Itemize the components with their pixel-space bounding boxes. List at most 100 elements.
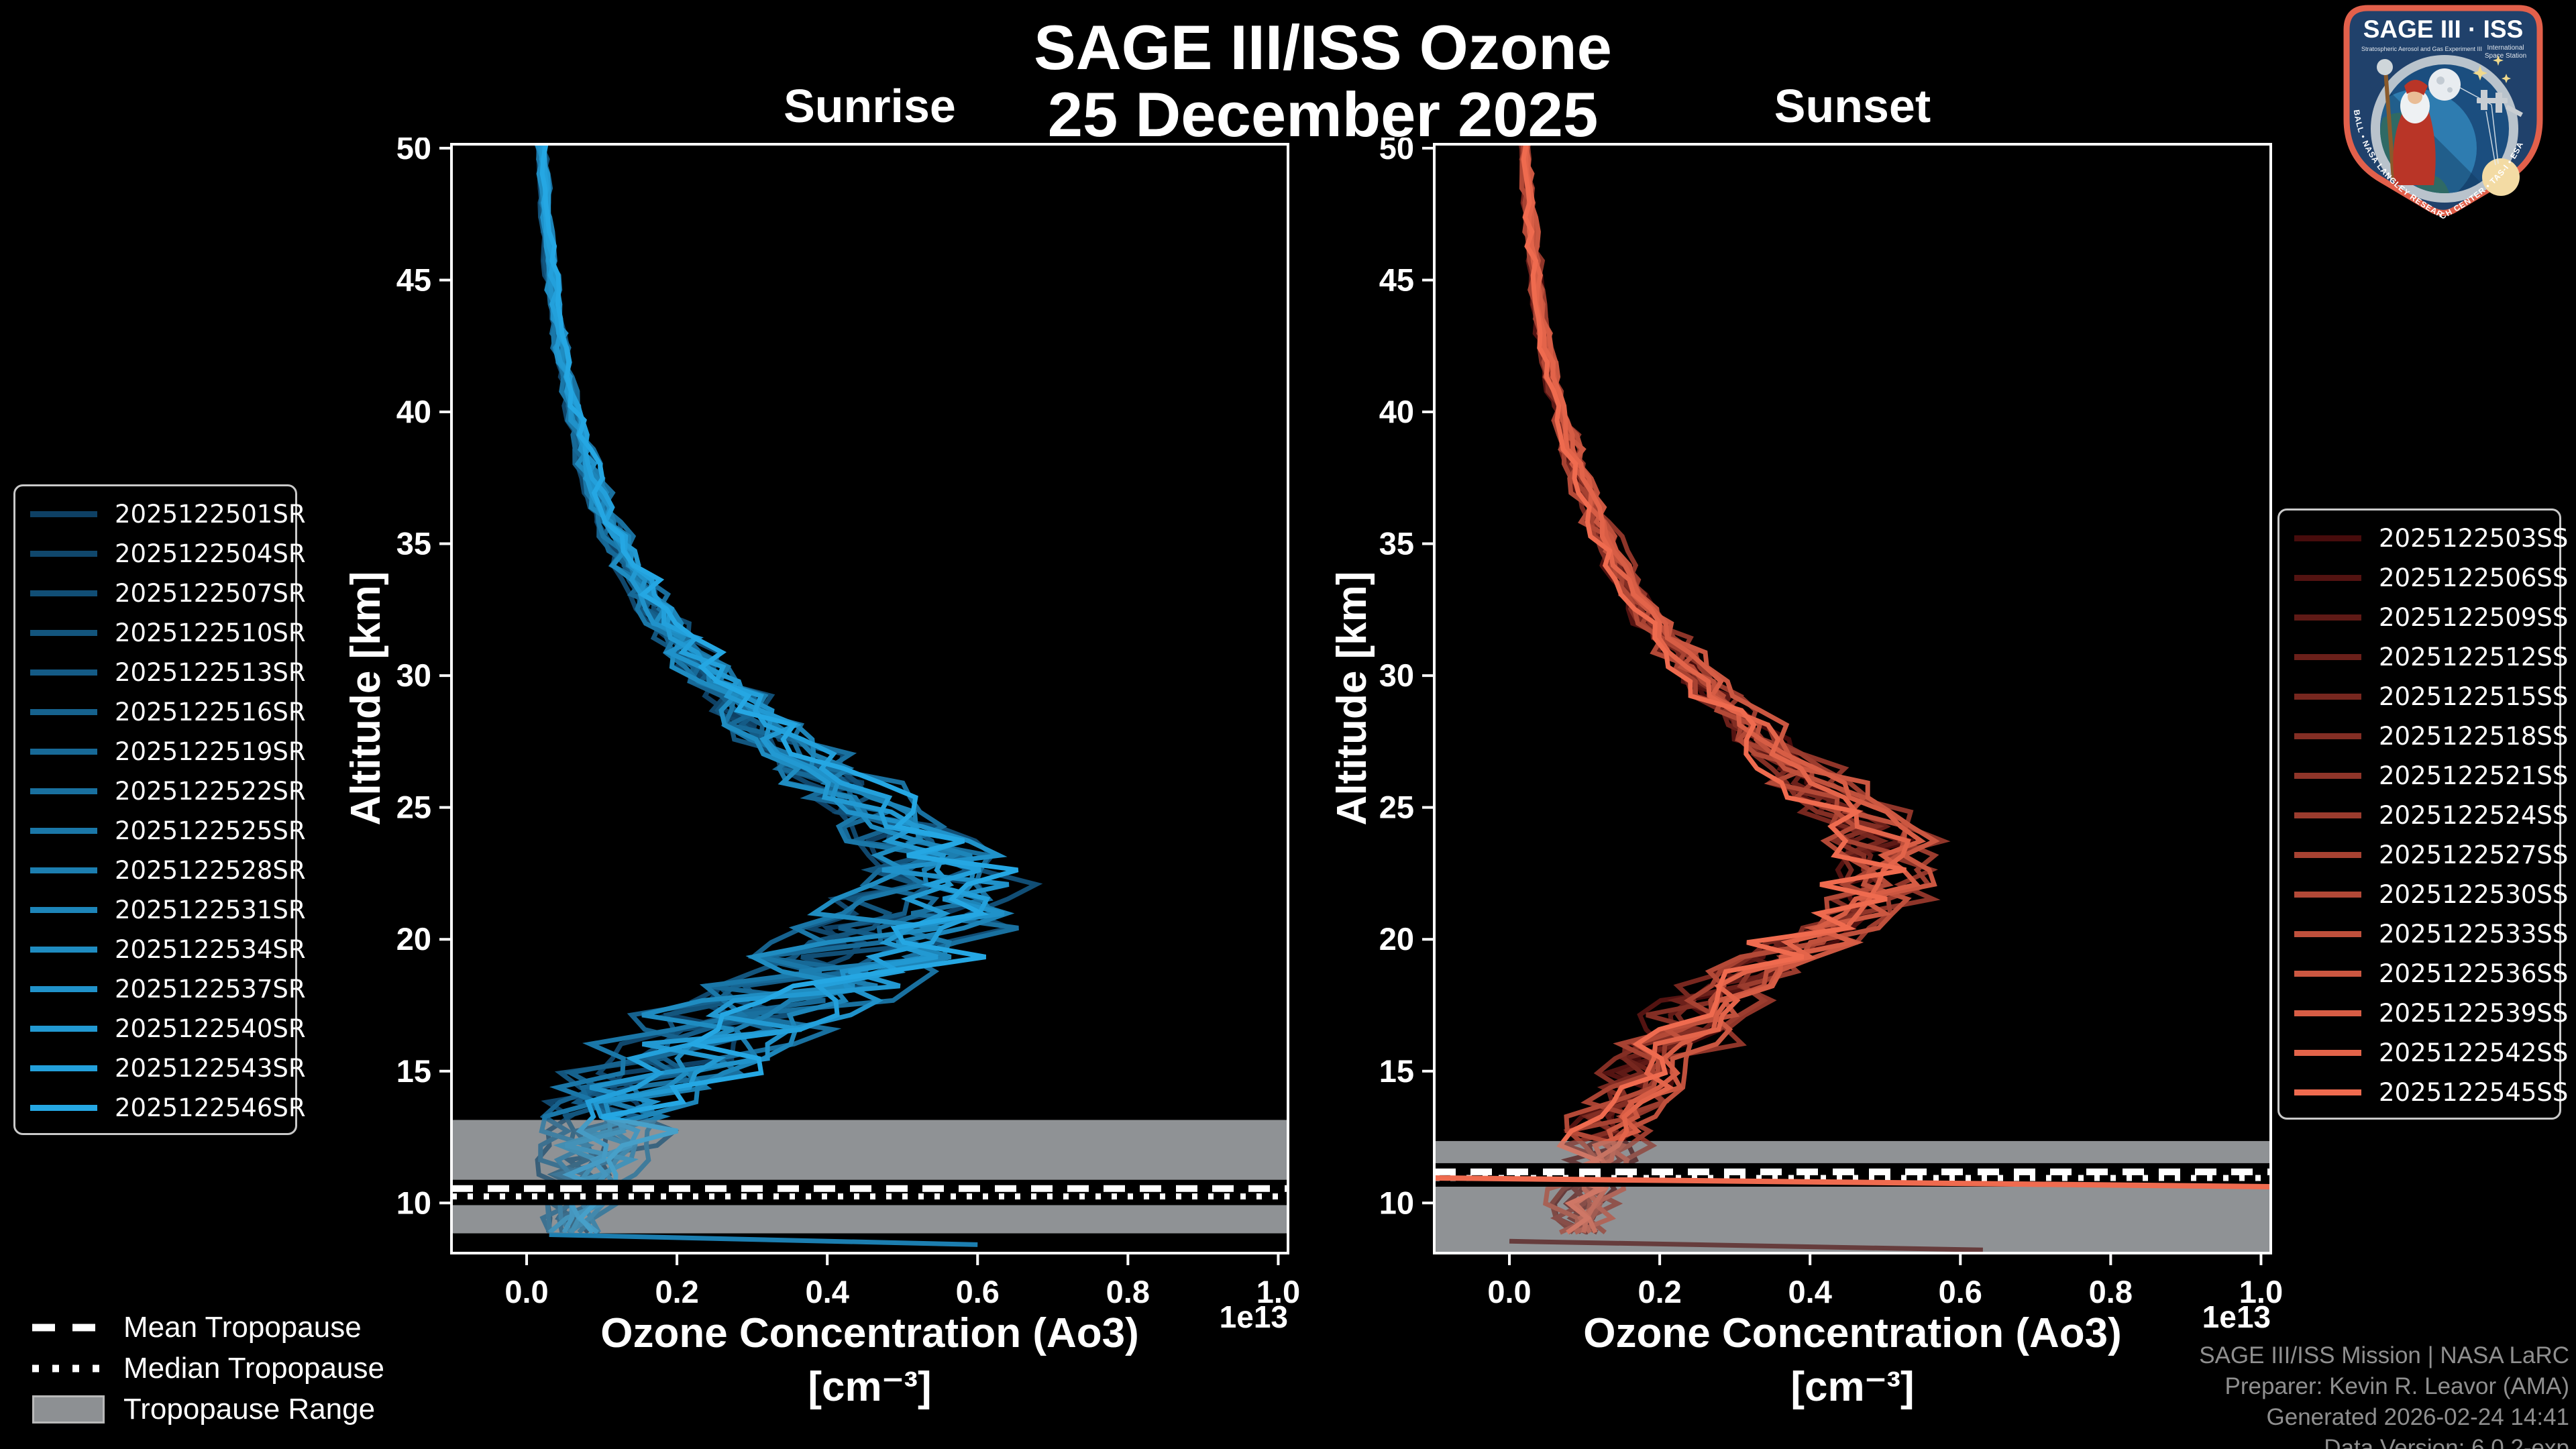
legend-item: 2025122519SR [15, 732, 306, 771]
legend-item: 2025122507SR [15, 574, 306, 613]
y-tick-label: 30 [396, 657, 431, 693]
legend-swatch [30, 590, 97, 596]
legend-swatch [2294, 1010, 2361, 1016]
y-tick-label: 45 [396, 262, 431, 297]
footer-generated-line: Generated 2026-02-24 14:41 [2266, 1404, 2569, 1430]
axes-spines [1433, 143, 2272, 1254]
legend-item: 2025122527SS [2279, 835, 2568, 875]
legend-label: 2025122510SR [115, 619, 306, 647]
legend-label: 2025122507SR [115, 579, 306, 608]
legend-item: 2025122534SR [15, 930, 306, 969]
legend-item: 2025122531SR [15, 890, 306, 930]
legend-label: 2025122534SR [115, 935, 306, 964]
y-tick-label: 25 [396, 790, 431, 825]
footer-preparer-line: Preparer: Kevin R. Leavor (AMA) [2224, 1373, 2569, 1399]
legend-label: 2025122539SS [2379, 999, 2569, 1028]
legend-swatch [2294, 614, 2361, 621]
x-tick-label: 0.8 [1106, 1274, 1150, 1309]
y-tick-label: 40 [1379, 394, 1414, 429]
legend-item: 2025122518SS [2279, 716, 2568, 756]
mean-tropopause-dashed-icon [32, 1324, 107, 1332]
legend-swatch [2294, 694, 2361, 700]
legend-item: 2025122515SS [2279, 677, 2568, 716]
legend-swatch [30, 867, 97, 873]
y-tick-label: 15 [396, 1053, 431, 1089]
legend-item: 2025122504SR [15, 534, 306, 574]
legend-label: 2025122525SR [115, 816, 306, 845]
legend-label: 2025122540SR [115, 1014, 306, 1043]
legend-swatch [2294, 852, 2361, 858]
legend-swatch [30, 749, 97, 755]
legend-label: 2025122522SR [115, 777, 306, 806]
patch-moon [2428, 68, 2461, 101]
tropopause-legend: Mean Tropopause Median Tropopause Tropop… [32, 1307, 384, 1430]
sunset-chart: 0.0 0.2 0.4 0.6 0.8 1.0 50 45 40 35 30 25 20 15 10 [1379, 138, 2283, 1309]
legend-label: 2025122524SS [2379, 801, 2569, 830]
legend-label: 2025122506SS [2379, 564, 2569, 592]
legend-item: 2025122509SS [2279, 598, 2568, 637]
legend-swatch [2294, 971, 2361, 977]
tropopause-range-band-overlay [451, 1120, 1288, 1234]
sunrise-event-legend: 2025122501SR 2025122504SR 2025122507SR 2025… [13, 484, 306, 1135]
y-tick-label: 30 [1379, 657, 1414, 693]
legend-label: 2025122527SS [2379, 841, 2569, 869]
legend-item: 2025122539SS [2279, 994, 2568, 1033]
profile-line [1523, 144, 1927, 1234]
y-tick-label: 25 [1379, 790, 1414, 825]
sunset-y-axis-label: Altitude [km] [1328, 571, 1375, 826]
patch-moon-crater [2436, 76, 2445, 85]
x-tick-label: 0.4 [806, 1274, 849, 1309]
legend-label: 2025122528SR [115, 856, 306, 885]
x-tick-label: 0.0 [1487, 1274, 1531, 1309]
legend-label: 2025122530SS [2379, 880, 2569, 909]
sunset-event-legend: 2025122503SS 2025122506SS 2025122509SS 2025… [2277, 508, 2568, 1120]
legend-swatch [30, 709, 97, 715]
legend-item: 2025122516SR [15, 692, 306, 732]
legend-item: 2025122542SS [2279, 1033, 2568, 1073]
page-title: SAGE III/ISS Ozone [1034, 12, 1612, 83]
legend-swatch [30, 947, 97, 953]
y-tick-label: 35 [396, 526, 431, 561]
x-tick-label: 0.0 [504, 1274, 548, 1309]
tropopause-line-backing [451, 1179, 1288, 1205]
legend-label: 2025122521SS [2379, 761, 2569, 790]
legend-label: 2025122501SR [115, 500, 306, 529]
legend-label: 2025122519SR [115, 737, 306, 766]
mean-tropopause-label: Mean Tropopause [123, 1310, 362, 1344]
patch-title: SAGE III · ISS [2363, 15, 2524, 43]
y-tick-label: 15 [1379, 1053, 1414, 1089]
tropopause-range-swatch [32, 1395, 107, 1424]
legend-label: 2025122531SR [115, 896, 306, 924]
legend-swatch [2294, 1089, 2361, 1095]
y-tick-label: 20 [1379, 921, 1414, 957]
legend-swatch [2294, 575, 2361, 581]
x-tick-label: 0.8 [2089, 1274, 2133, 1309]
profile-line [1525, 144, 1951, 1234]
sunrise-x-axis-label: Ozone Concentration (Ao3) [cm⁻³] [451, 1309, 1288, 1417]
sunrise-panel-title: Sunrise [784, 80, 956, 132]
sunrise-axis-offset-label: 1e13 [1219, 1299, 1288, 1334]
legend-swatch [2294, 654, 2361, 660]
legend-label: 2025122516SR [115, 698, 306, 727]
legend-swatch [2294, 535, 2361, 541]
sunset-axis-offset-label: 1e13 [2202, 1299, 2271, 1334]
legend-swatch [30, 986, 97, 992]
legend-item: 2025122513SR [15, 653, 306, 692]
sunset-panel-title: Sunset [1774, 80, 1931, 132]
patch-subtitle: Stratospheric Aerosol and Gas Experiment… [2361, 46, 2482, 52]
patch-santa-figure [2377, 59, 2436, 185]
footer-credits: SAGE III/ISS Mission | NASA LaRC Prepare… [2199, 1340, 2569, 1449]
legend-label: 2025122504SR [115, 539, 306, 568]
legend-item: 2025122503SS [2279, 519, 2568, 558]
sunset-x-axis-label-text: Ozone Concentration (Ao3) [1583, 1310, 2122, 1356]
profile-line [539, 144, 1043, 1235]
profile-line [1521, 144, 1907, 1235]
profile-line [539, 144, 1019, 1234]
y-tick-label: 50 [1379, 138, 1414, 166]
legend-item: 2025122510SR [15, 613, 306, 653]
legend-item: 2025122528SR [15, 851, 306, 890]
x-tick-label: 0.2 [1638, 1274, 1681, 1309]
profile-line [1521, 144, 1940, 1234]
x-tick-label: 0.4 [1788, 1274, 1832, 1309]
patch-moon-crater2 [2447, 87, 2453, 93]
